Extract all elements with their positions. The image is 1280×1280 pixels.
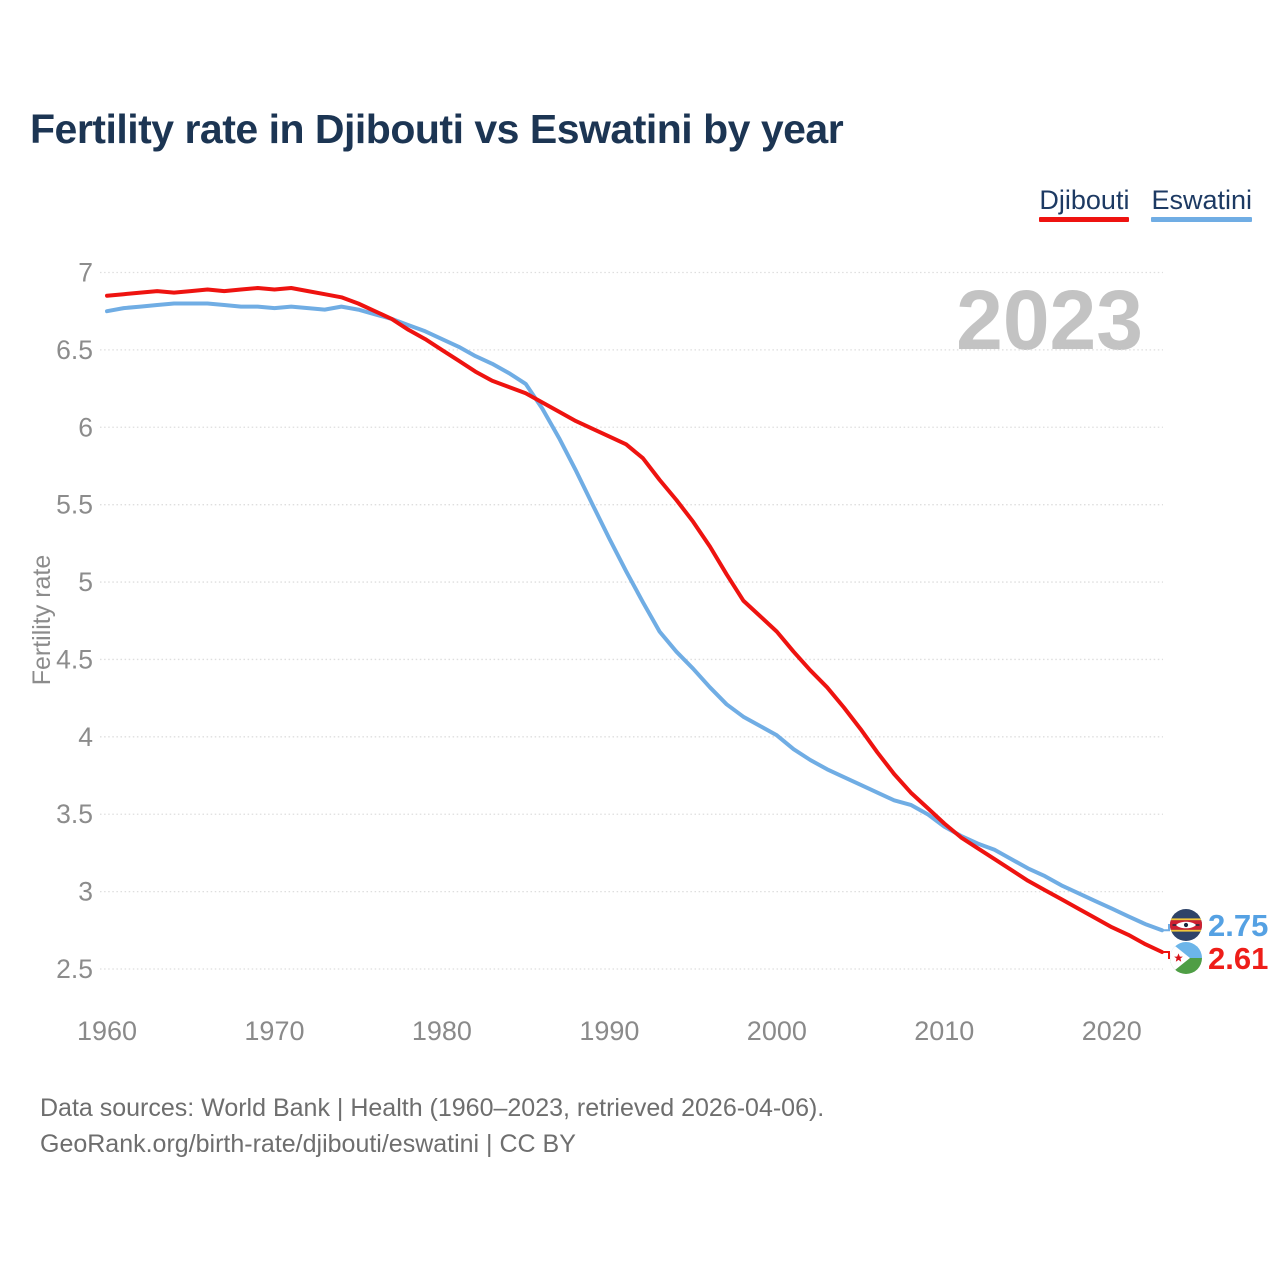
footer-sources: Data sources: World Bank | Health (1960–… (40, 1094, 825, 1122)
eswatini-flag-icon (1170, 909, 1202, 941)
x-tick-label: 1980 (412, 1016, 472, 1046)
djibouti-flag-icon (1170, 942, 1202, 974)
page-title: Fertility rate in Djibouti vs Eswatini b… (30, 106, 844, 152)
eswatini-end-value: 2.75 (1208, 908, 1268, 943)
y-axis-title: Fertility rate (28, 555, 56, 686)
y-tick-label: 5 (78, 567, 93, 597)
y-tick-label: 3.5 (56, 799, 93, 829)
chart-legend: Djibouti Eswatini (1039, 185, 1252, 223)
legend-underline-djibouti (1039, 217, 1130, 223)
x-tick-label: 2020 (1082, 1016, 1142, 1046)
y-tick-label: 6 (78, 412, 93, 442)
x-tick-label: 2010 (914, 1016, 974, 1046)
chart-footer: Data sources: World Bank | Health (1960–… (40, 1090, 824, 1162)
djibouti-end-value: 2.61 (1208, 941, 1268, 976)
y-tick-label: 2.5 (56, 954, 93, 984)
legend-item-eswatini[interactable]: Eswatini (1151, 185, 1252, 223)
legend-label-eswatini: Eswatini (1151, 185, 1252, 215)
y-tick-label: 4 (78, 722, 93, 752)
y-tick-label: 5.5 (56, 490, 93, 520)
year-watermark: 2023 (956, 273, 1143, 367)
djibouti-line[interactable] (105, 286, 1164, 954)
gridlines (100, 271, 1163, 970)
x-tick-label: 1970 (244, 1016, 304, 1046)
y-axis-tick-labels: 2.5 3 3.5 4 4.5 5 5.5 6 6.5 7 (56, 258, 93, 985)
legend-label-djibouti: Djibouti (1039, 185, 1130, 215)
y-tick-label: 3 (78, 877, 93, 907)
footer-attribution: GeoRank.org/birth-rate/djibouti/eswatini… (40, 1130, 576, 1158)
series-lines (105, 286, 1164, 954)
x-tick-label: 2000 (747, 1016, 807, 1046)
y-tick-label: 7 (78, 258, 93, 288)
x-tick-label: 1990 (579, 1016, 639, 1046)
x-tick-label: 1960 (77, 1016, 137, 1046)
y-tick-label: 4.5 (56, 644, 93, 674)
eswatini-line[interactable] (105, 301, 1164, 933)
end-label-connectors (1163, 924, 1172, 959)
legend-item-djibouti[interactable]: Djibouti (1039, 185, 1130, 223)
legend-underline-eswatini (1151, 217, 1252, 223)
y-tick-label: 6.5 (56, 335, 93, 365)
x-axis-tick-labels: 1960 1970 1980 1990 2000 2010 2020 (77, 1016, 1142, 1046)
